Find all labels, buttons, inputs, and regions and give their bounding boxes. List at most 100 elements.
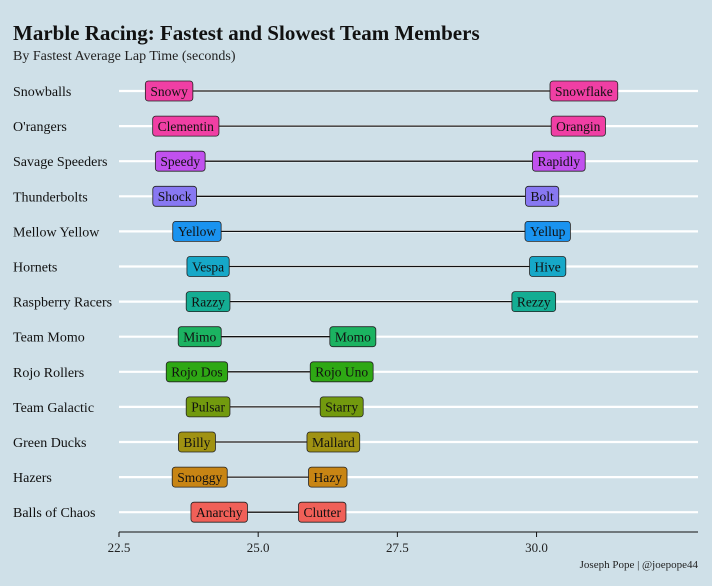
team-rows: Snowballs Snowy Snowflake O'rangers Clementi… xyxy=(13,80,619,523)
fastest-label-box xyxy=(172,220,222,242)
fastest-label-12: Anarchy xyxy=(190,501,248,523)
fastest-label-box xyxy=(144,80,194,102)
slowest-label-text: Rapidly xyxy=(537,154,580,169)
fastest-label-text: Billy xyxy=(183,435,210,450)
team-label: Hazers xyxy=(13,471,52,486)
slowest-label-10: Mallard xyxy=(306,431,361,453)
x-tick-label: 27.5 xyxy=(386,540,409,555)
team-label: Mellow Yellow xyxy=(13,225,100,240)
team-label: Team Momo xyxy=(13,331,85,346)
slowest-label-box xyxy=(309,361,374,383)
fastest-label-text: Snowy xyxy=(150,84,188,99)
slowest-label-box xyxy=(329,326,377,348)
team-label: Team Galactic xyxy=(13,401,94,416)
slowest-label-9: Starry xyxy=(319,396,364,418)
fastest-label-text: Shock xyxy=(158,189,192,204)
slowest-label-text: Snowflake xyxy=(555,84,613,99)
slowest-label-text: Mallard xyxy=(312,435,355,450)
slowest-label-6: Rezzy xyxy=(511,291,557,313)
team-label: Balls of Chaos xyxy=(13,506,95,521)
fastest-label-box xyxy=(171,466,228,488)
slowest-label-5: Hive xyxy=(529,256,567,277)
slowest-label-text: Rojo Uno xyxy=(315,365,368,380)
team-label: Snowballs xyxy=(13,85,71,100)
slowest-label-8: Rojo Uno xyxy=(309,361,374,383)
team-label: Rojo Rollers xyxy=(13,366,84,381)
fastest-label-box xyxy=(152,115,220,137)
slowest-label-box xyxy=(529,256,567,277)
slowest-label-text: Starry xyxy=(325,400,358,415)
x-tick-label: 30.0 xyxy=(525,540,548,555)
x-axis: 22.5 25.0 27.5 30.0 xyxy=(108,531,698,555)
slowest-label-box xyxy=(532,150,586,172)
slowest-label-12: Clutter xyxy=(298,501,347,523)
fastest-label-7: Mimo xyxy=(177,326,222,348)
fastest-label-text: Pulsar xyxy=(191,400,225,415)
slowest-label-7: Momo xyxy=(329,326,377,348)
fastest-label-2: Speedy xyxy=(154,150,206,172)
slowest-label-box xyxy=(306,431,361,453)
fastest-label-6: Razzy xyxy=(185,291,231,313)
chart-title: Marble Racing: Fastest and Slowest Team … xyxy=(13,21,480,45)
slowest-label-text: Hazy xyxy=(314,470,343,485)
slowest-label-3: Bolt xyxy=(525,185,560,207)
fastest-label-4: Yellow xyxy=(172,220,222,242)
slowest-label-box xyxy=(524,220,571,242)
slowest-label-11: Hazy xyxy=(308,466,348,488)
slowest-label-box xyxy=(298,501,347,523)
slowest-label-text: Clutter xyxy=(303,505,341,520)
slowest-label-box xyxy=(511,291,557,313)
team-label: Raspberry Racers xyxy=(13,296,112,311)
fastest-label-box xyxy=(190,501,248,523)
fastest-label-text: Smoggy xyxy=(177,470,222,485)
slowest-label-box xyxy=(550,115,606,137)
slowest-label-text: Rezzy xyxy=(517,294,551,309)
fastest-label-10: Billy xyxy=(178,431,216,453)
fastest-label-box xyxy=(185,396,231,418)
slowest-label-text: Orangin xyxy=(556,119,600,134)
team-label: O'rangers xyxy=(13,120,67,135)
fastest-label-text: Clementin xyxy=(158,119,214,134)
slowest-label-0: Snowflake xyxy=(549,80,619,102)
team-label: Hornets xyxy=(13,261,57,276)
fastest-label-3: Shock xyxy=(152,185,197,207)
chart-caption: Joseph Pope | @joepope44 xyxy=(580,559,699,571)
fastest-label-box xyxy=(185,291,231,313)
slowest-label-text: Momo xyxy=(335,330,371,345)
fastest-label-text: Razzy xyxy=(191,294,225,309)
fastest-label-text: Mimo xyxy=(183,330,216,345)
fastest-label-text: Vespa xyxy=(192,259,224,274)
chart-subtitle: By Fastest Average Lap Time (seconds) xyxy=(13,49,236,64)
slowest-label-box xyxy=(525,185,560,207)
x-tick-label: 22.5 xyxy=(108,540,131,555)
fastest-label-text: Anarchy xyxy=(196,505,243,520)
slowest-label-box xyxy=(308,466,348,488)
fastest-label-5: Vespa xyxy=(186,256,230,277)
x-tick-label: 25.0 xyxy=(247,540,270,555)
slowest-label-text: Yellup xyxy=(530,224,566,239)
fastest-label-8: Rojo Dos xyxy=(165,361,229,383)
fastest-label-11: Smoggy xyxy=(171,466,228,488)
fastest-label-text: Speedy xyxy=(160,154,200,169)
slowest-label-box xyxy=(319,396,364,418)
slowest-label-2: Rapidly xyxy=(532,150,586,172)
slowest-label-text: Bolt xyxy=(530,189,554,204)
slowest-label-box xyxy=(549,80,619,102)
fastest-label-0: Snowy xyxy=(144,80,194,102)
team-label: Thunderbolts xyxy=(13,190,88,205)
team-label: Savage Speeders xyxy=(13,155,107,170)
slowest-label-4: Yellup xyxy=(524,220,571,242)
fastest-label-box xyxy=(186,256,230,277)
fastest-label-1: Clementin xyxy=(152,115,220,137)
fastest-label-box xyxy=(165,361,229,383)
fastest-label-9: Pulsar xyxy=(185,396,231,418)
fastest-label-box xyxy=(154,150,206,172)
slowest-label-text: Hive xyxy=(535,259,561,274)
fastest-label-text: Yellow xyxy=(178,224,217,239)
fastest-label-box xyxy=(177,326,222,348)
team-label: Green Ducks xyxy=(13,436,86,451)
fastest-label-box xyxy=(152,185,197,207)
slowest-label-1: Orangin xyxy=(550,115,606,137)
fastest-label-box xyxy=(178,431,216,453)
